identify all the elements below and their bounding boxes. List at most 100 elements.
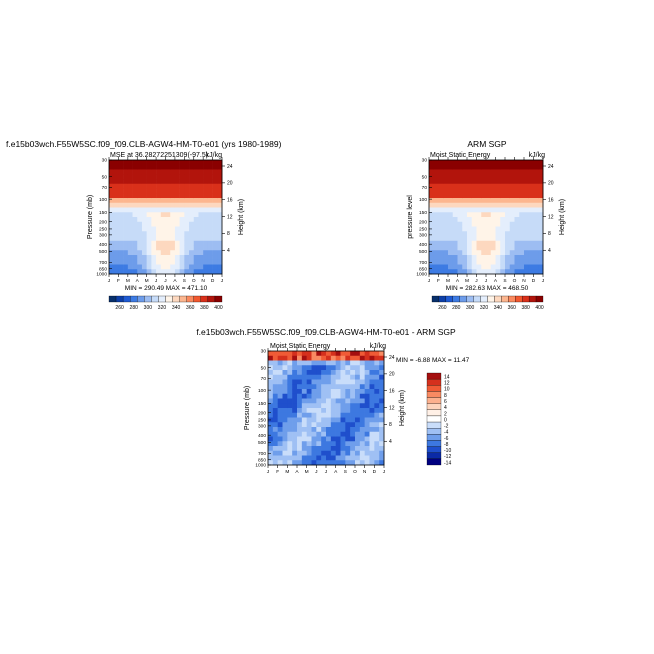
heatmap-cell [151,212,157,218]
heatmap-cell [292,408,298,414]
heatmap-cell [481,264,487,270]
heatmap-cell [212,269,218,275]
heatmap-cell [132,264,138,270]
y-tick-label: 700 [99,260,107,266]
heatmap-cell [528,259,534,265]
heatmap-cell [379,408,385,414]
heatmap-cell [282,370,288,376]
heatmap-cell [268,455,274,461]
colorbar-swatch [137,295,145,303]
heatmap-cell [514,169,520,175]
heatmap-cell [132,226,138,232]
heatmap-cell [207,250,213,256]
heatmap-cell [297,365,303,371]
heatmap-cell [519,164,525,170]
heatmap-cell [486,193,492,199]
heatmap-cell [369,455,375,461]
heatmap-cell [462,259,468,265]
heatmap-cell [538,174,544,180]
heatmap-cell [141,198,147,204]
heatmap-cell [123,255,129,261]
heatmap-cell [160,250,166,256]
heatmap-cell [212,240,218,246]
heatmap-cell [151,198,157,204]
heatmap-cell [217,221,223,227]
heatmap-cell [345,460,351,466]
heatmap-cell [165,174,171,180]
heatmap-cell [127,226,133,232]
heatmap-cell [500,245,506,251]
heatmap-cell [457,217,463,223]
heatmap-cell [198,164,204,170]
heatmap-cell [179,245,185,251]
heatmap-cell [471,259,477,265]
heatmap-cell [141,264,147,270]
heatmap-cell [471,226,477,232]
heatmap-cell [189,198,195,204]
heatmap-cell [321,427,327,433]
heatmap-cell [193,236,199,242]
heatmap-cell [193,264,199,270]
colorbar-tick-label: 260 [115,305,124,311]
heatmap-cell [311,389,317,395]
heatmap-cell [467,259,473,265]
heatmap-cell [462,193,468,199]
heatmap-cell [438,217,444,223]
heatmap-cell [165,193,171,199]
heatmap-cell [207,255,213,261]
heatmap-cell [174,217,180,223]
x-tick-label: J [315,469,318,475]
heatmap-cell [326,398,332,404]
heatmap-cell [538,179,544,185]
heatmap-cell [340,436,346,442]
heatmap-cell [160,259,166,265]
heatmap-cell [364,360,370,366]
heatmap-cell [350,351,356,357]
heatmap-cell [160,212,166,218]
heatmap-cell [170,250,176,256]
heatmap-cell [287,379,293,385]
heatmap-cell [132,217,138,223]
heatmap-cell [170,183,176,189]
heatmap-cell [438,245,444,251]
heatmap-cell [379,384,385,390]
heatmap-cell [146,221,152,227]
heatmap-cell [306,384,312,390]
colorbar-tick-label: 320 [480,305,489,311]
heatmap-cell [165,160,171,166]
heatmap-cell [471,231,477,237]
heatmap-cell [316,460,322,466]
heatmap-cell [212,231,218,237]
heatmap-cell [179,188,185,194]
heatmap-cell [277,460,283,466]
heatmap-cell [509,245,515,251]
heatmap-cell [203,179,209,185]
heatmap-cell [321,403,327,409]
heatmap-cell [118,193,124,199]
x-tick-label: M [126,278,130,284]
heatmap-cell [137,212,143,218]
x-tick-label: A [456,278,460,284]
heatmap-cell [374,351,380,357]
heatmap-cell [272,384,278,390]
heatmap-cell [533,236,539,242]
heatmap-cell [207,245,213,251]
heatmap-cell [321,450,327,456]
heatmap-cell [438,160,444,166]
heatmap-cell [438,250,444,256]
heatmap-cell [443,250,449,256]
heatmap-cell [524,202,530,208]
heatmap-cell [207,207,213,213]
heatmap-cell [448,198,454,204]
colorbar-swatch [426,409,442,417]
heatmap-cell [335,398,341,404]
heatmap-cell [452,212,458,218]
heatmap-cell [462,202,468,208]
colorbar-tick-label: -2 [444,424,449,430]
heatmap-cell [509,207,515,213]
heatmap-cell [174,231,180,237]
heatmap-cell [165,259,171,265]
heatmap-cell [198,236,204,242]
heatmap-cell [297,374,303,380]
heatmap-cell [374,460,380,466]
